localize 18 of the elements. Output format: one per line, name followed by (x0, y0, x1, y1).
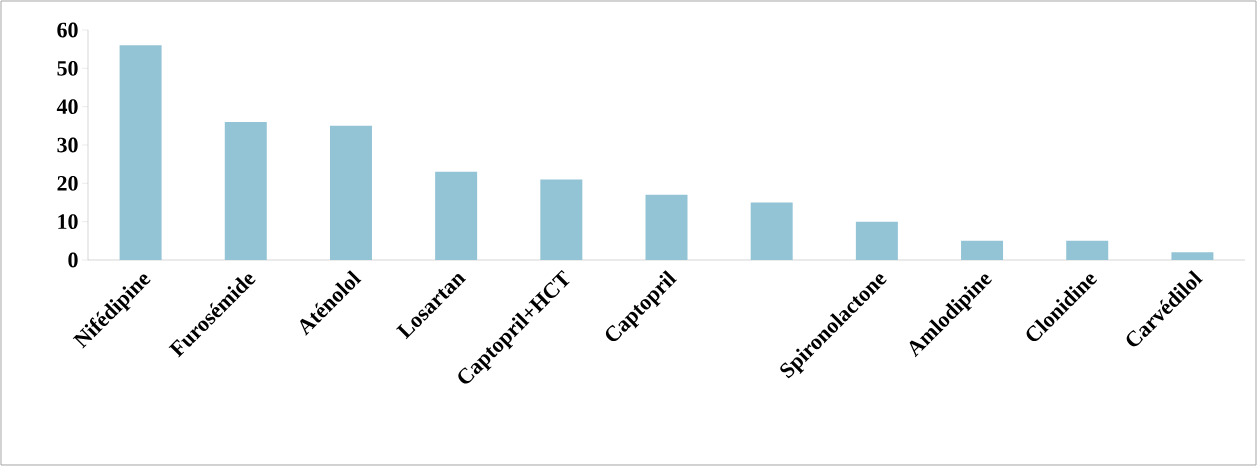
bar (329, 125, 372, 260)
bar (435, 171, 478, 260)
y-tick-label: 50 (57, 60, 78, 76)
y-tick-label: 0 (68, 252, 78, 268)
bar (1066, 240, 1109, 260)
bar (1171, 252, 1214, 260)
bar (961, 240, 1004, 260)
bar (224, 121, 267, 260)
bar (645, 194, 688, 260)
bar (119, 45, 162, 260)
y-tick-label: 30 (57, 137, 78, 153)
bar (855, 221, 898, 260)
y-tick-label: 60 (57, 22, 78, 38)
bar (540, 179, 583, 260)
y-tick-label: 10 (58, 214, 78, 230)
y-tick-label: 20 (57, 175, 78, 191)
y-tick-label: 40 (56, 99, 78, 115)
bar (750, 202, 793, 260)
